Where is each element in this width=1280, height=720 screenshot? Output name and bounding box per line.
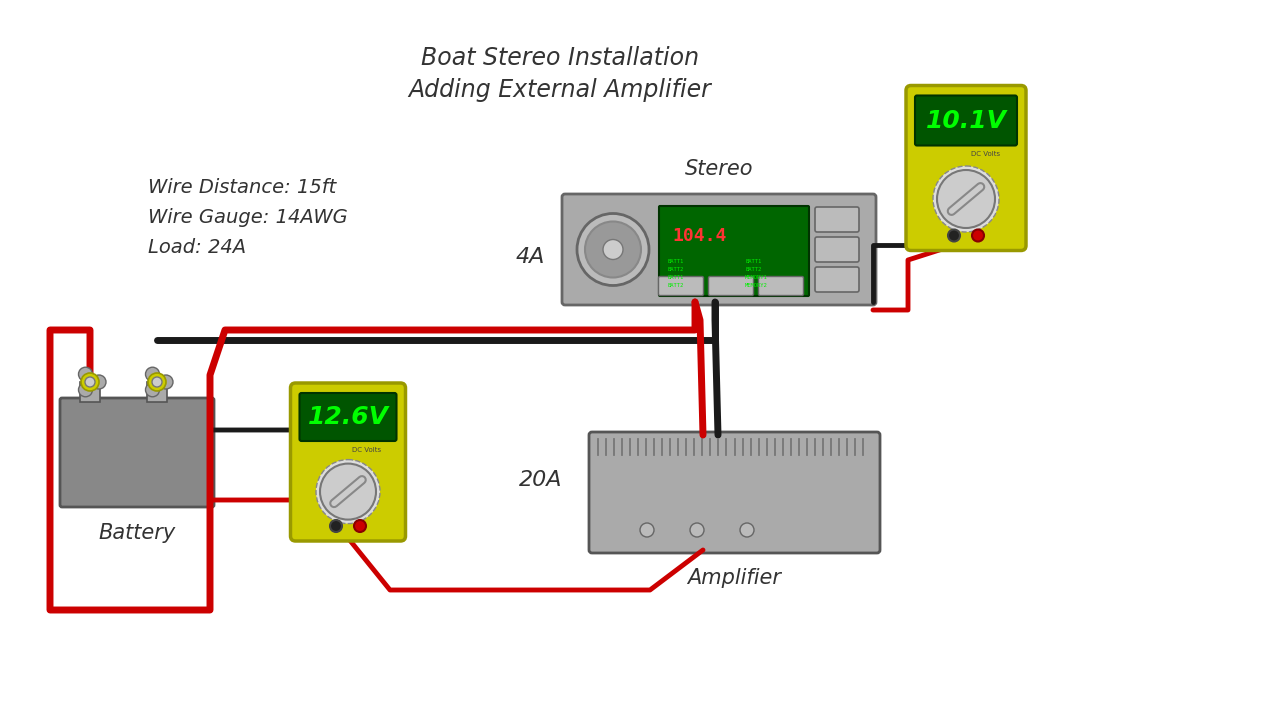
Circle shape — [84, 377, 95, 387]
FancyBboxPatch shape — [815, 237, 859, 262]
FancyBboxPatch shape — [906, 86, 1027, 251]
Circle shape — [316, 459, 380, 523]
Text: MEMORY1: MEMORY1 — [745, 275, 768, 280]
FancyBboxPatch shape — [60, 398, 214, 507]
Circle shape — [146, 383, 160, 397]
Circle shape — [78, 367, 92, 381]
Text: Amplifier: Amplifier — [687, 568, 782, 588]
Text: 12.6V: 12.6V — [307, 405, 389, 429]
Text: 10.1V: 10.1V — [925, 109, 1006, 132]
Circle shape — [972, 230, 984, 241]
Text: BATT1: BATT1 — [668, 275, 685, 280]
Text: BATT1: BATT1 — [745, 259, 762, 264]
Text: Boat Stereo Installation: Boat Stereo Installation — [421, 46, 699, 70]
FancyBboxPatch shape — [589, 432, 881, 553]
Text: 104.4: 104.4 — [672, 227, 726, 245]
FancyBboxPatch shape — [659, 206, 809, 296]
Circle shape — [690, 523, 704, 537]
FancyBboxPatch shape — [658, 276, 704, 295]
Circle shape — [152, 377, 163, 387]
Circle shape — [330, 520, 342, 532]
FancyBboxPatch shape — [291, 383, 406, 541]
FancyBboxPatch shape — [915, 96, 1018, 145]
Circle shape — [577, 214, 649, 286]
Text: Load: 24A: Load: 24A — [148, 238, 246, 257]
Bar — [147, 382, 166, 402]
Text: Wire Distance: 15ft: Wire Distance: 15ft — [148, 178, 337, 197]
FancyBboxPatch shape — [759, 276, 804, 295]
Text: BATT2: BATT2 — [668, 267, 685, 272]
Text: DC Volts: DC Volts — [352, 447, 381, 453]
Circle shape — [933, 166, 998, 232]
Circle shape — [320, 464, 376, 520]
Circle shape — [146, 367, 160, 381]
Circle shape — [640, 523, 654, 537]
FancyBboxPatch shape — [815, 267, 859, 292]
Text: 20A: 20A — [518, 470, 562, 490]
Text: Wire Gauge: 14AWG: Wire Gauge: 14AWG — [148, 208, 348, 227]
Text: BATT2: BATT2 — [745, 267, 762, 272]
Circle shape — [603, 240, 623, 259]
Circle shape — [937, 170, 995, 228]
Circle shape — [92, 375, 106, 389]
FancyBboxPatch shape — [709, 276, 754, 295]
Bar — [79, 382, 100, 402]
FancyBboxPatch shape — [815, 207, 859, 232]
Circle shape — [81, 373, 99, 391]
Circle shape — [740, 523, 754, 537]
FancyBboxPatch shape — [300, 393, 397, 441]
Text: MEMORY2: MEMORY2 — [745, 283, 768, 288]
Text: Battery: Battery — [99, 523, 175, 543]
Text: Stereo: Stereo — [685, 159, 753, 179]
Text: BATT2: BATT2 — [668, 283, 685, 288]
Text: DC Volts: DC Volts — [972, 151, 1001, 158]
Circle shape — [159, 375, 173, 389]
Text: Adding External Amplifier: Adding External Amplifier — [408, 78, 712, 102]
Circle shape — [585, 222, 641, 277]
Circle shape — [78, 383, 92, 397]
Circle shape — [355, 520, 366, 532]
Text: 4A: 4A — [516, 247, 545, 267]
FancyBboxPatch shape — [562, 194, 876, 305]
Circle shape — [948, 230, 960, 241]
Text: BATT1: BATT1 — [668, 259, 685, 264]
Circle shape — [148, 373, 166, 391]
